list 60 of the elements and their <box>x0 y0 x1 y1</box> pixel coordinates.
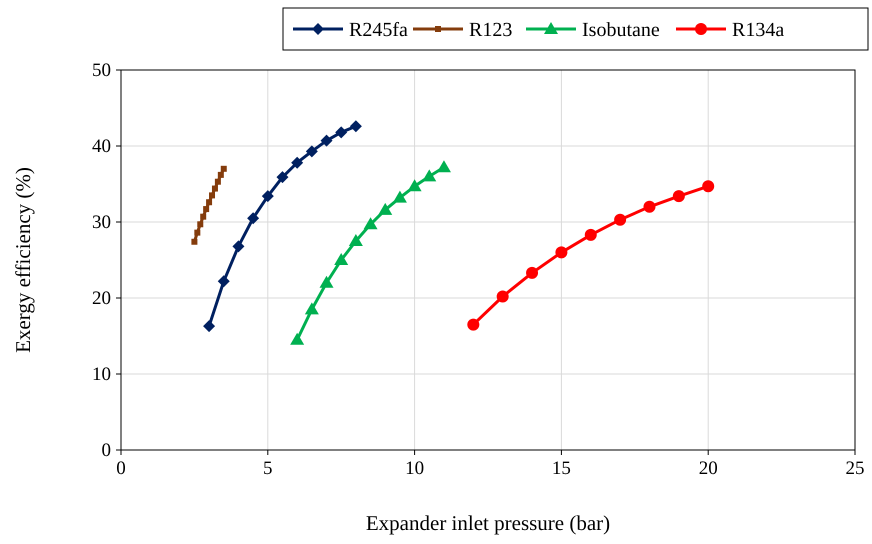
y-tick-label: 0 <box>102 440 111 461</box>
point <box>555 246 568 258</box>
point <box>200 214 206 220</box>
point <box>408 179 422 192</box>
point <box>392 190 407 203</box>
point <box>378 202 392 215</box>
y-tick-label: 30 <box>92 212 111 233</box>
legend-label: R123 <box>469 19 512 41</box>
y-tick-label: 10 <box>92 364 111 385</box>
point <box>350 120 362 132</box>
point <box>422 169 436 182</box>
point <box>320 134 333 147</box>
x-tick-label: 0 <box>116 458 126 479</box>
point <box>672 190 685 202</box>
point <box>335 126 348 138</box>
point <box>203 320 216 332</box>
point <box>197 221 204 228</box>
point <box>214 178 221 185</box>
legend-label: Isobutane <box>582 19 660 41</box>
y-tick-label: 40 <box>92 136 111 157</box>
legend-label: R245fa <box>349 19 408 41</box>
point <box>212 186 218 192</box>
point <box>643 200 656 213</box>
point <box>291 156 304 169</box>
x-tick-label: 10 <box>405 458 424 479</box>
x-tick-label: 20 <box>698 458 718 479</box>
point <box>191 238 198 245</box>
point <box>584 228 597 241</box>
point <box>320 276 334 288</box>
point <box>306 145 318 158</box>
point <box>290 332 304 345</box>
x-axis-title: Expander inlet pressure (bar) <box>366 511 610 535</box>
point <box>614 214 626 226</box>
point <box>232 240 244 252</box>
point <box>304 302 319 314</box>
point <box>209 192 216 198</box>
y-tick-label: 20 <box>92 288 111 309</box>
point <box>276 171 288 184</box>
point <box>702 180 714 192</box>
point <box>218 275 230 288</box>
point <box>334 253 348 265</box>
point <box>203 206 210 212</box>
point <box>194 230 200 236</box>
x-tick-label: 15 <box>552 458 571 479</box>
point <box>526 266 538 279</box>
point <box>467 318 480 331</box>
y-tick-label: 50 <box>92 60 111 81</box>
point <box>364 217 378 230</box>
y-axis-title: Exergy efficiency (%) <box>11 167 35 353</box>
point <box>348 234 363 246</box>
point <box>262 190 274 202</box>
point <box>247 212 260 224</box>
x-tick-label: 25 <box>846 458 864 479</box>
legend-label: R134a <box>732 19 784 41</box>
x-tick-label: 5 <box>263 458 273 479</box>
point <box>206 199 212 206</box>
point <box>436 160 451 172</box>
point <box>220 166 227 172</box>
point <box>218 172 224 178</box>
point <box>496 290 509 302</box>
